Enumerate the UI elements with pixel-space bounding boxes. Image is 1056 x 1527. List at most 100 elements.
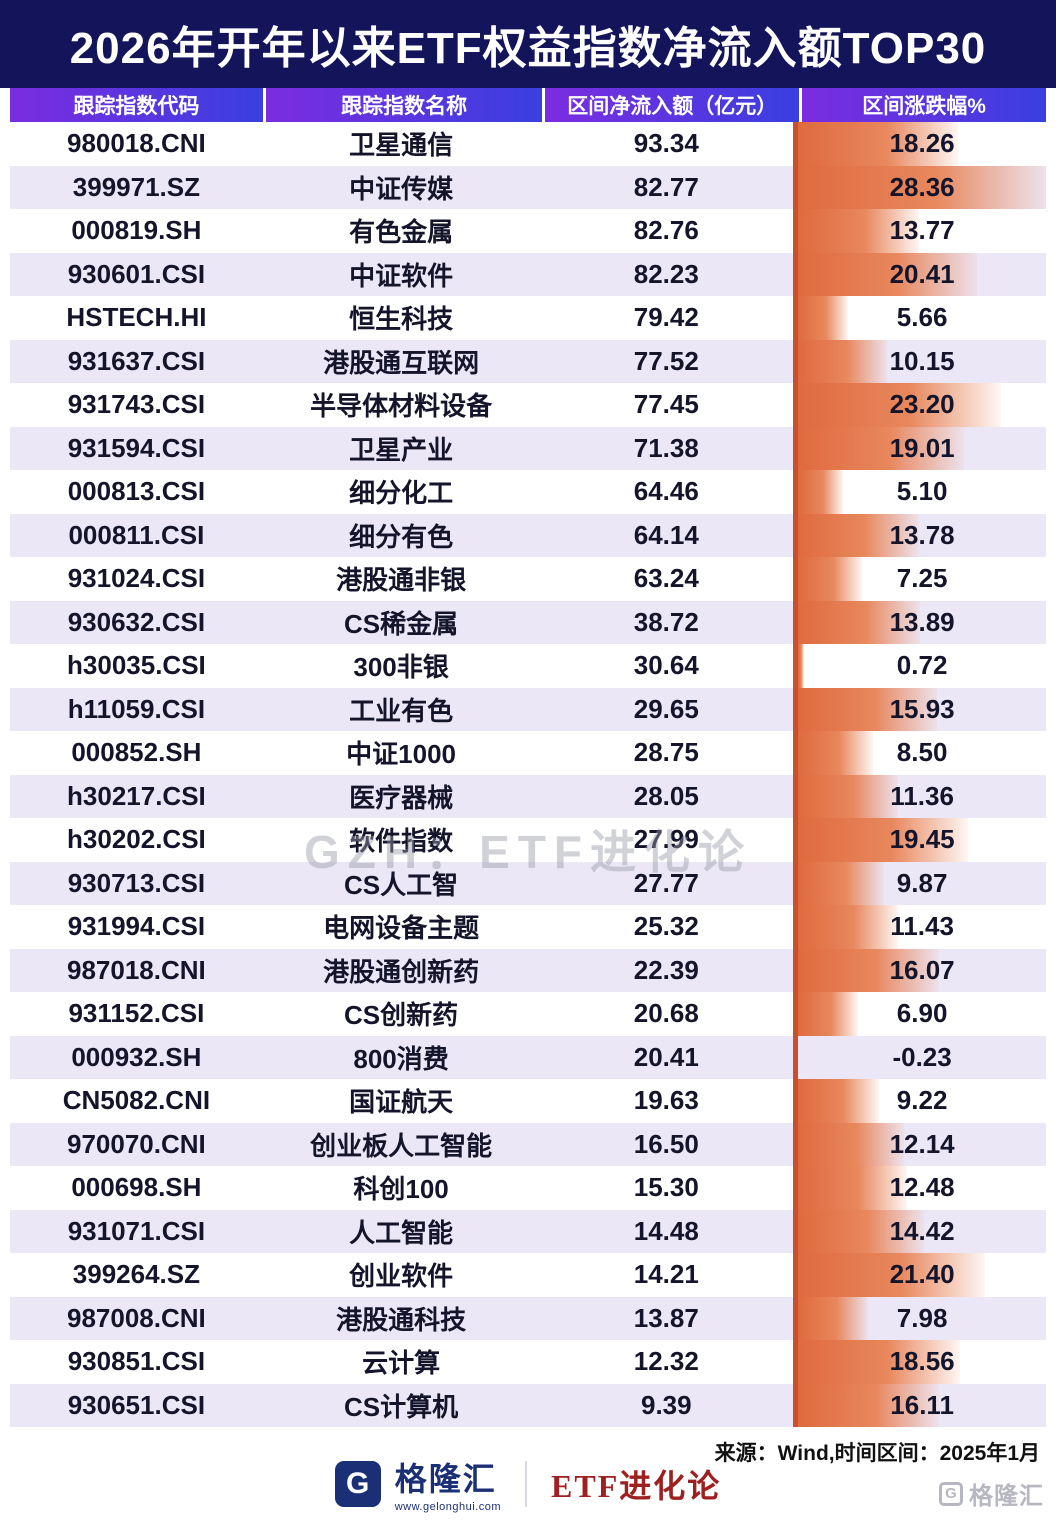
change-bar	[798, 426, 965, 470]
table-row: 931071.CSI 人工智能 14.48 14.42	[10, 1209, 1046, 1253]
cell-name: 创业板人工智能	[310, 1130, 493, 1161]
change-bar	[798, 774, 898, 818]
change-bar	[798, 818, 969, 862]
cell-change-wrap: 0.72	[793, 644, 1046, 688]
cell-name: 创业软件	[349, 1261, 454, 1292]
table-row: 399264.SZ 创业软件 14.21 21.40	[10, 1253, 1046, 1297]
change-bar	[798, 1166, 908, 1210]
cell-name: 云计算	[362, 1348, 441, 1379]
cell-change-wrap: 5.66	[793, 296, 1046, 340]
cell-name: 800消费	[353, 1043, 449, 1074]
cell-inflow: 29.65	[633, 693, 699, 724]
cell-change: -0.23	[892, 1041, 952, 1072]
cell-inflow: 93.34	[633, 128, 699, 159]
flow-table: 跟踪指数代码 跟踪指数名称 区间净流入额（亿元） 区间涨跌幅% 980018.C…	[10, 88, 1046, 1427]
table-row: 987008.CNI 港股通科技 13.87 7.98	[10, 1296, 1046, 1340]
table-row: 000819.SH 有色金属 82.76 13.77	[10, 209, 1046, 253]
cell-code: HSTECH.HI	[66, 302, 207, 333]
cell-name: 医疗器械	[349, 782, 454, 813]
table-row: h11059.CSI 工业有色 29.65 15.93	[10, 687, 1046, 731]
cell-code: h30035.CSI	[67, 650, 206, 681]
change-bar	[798, 861, 885, 905]
page-title: 2026年开年以来ETF权益指数净流入额TOP30	[0, 0, 1056, 88]
cell-inflow: 71.38	[633, 432, 699, 463]
change-bar	[798, 296, 848, 340]
cell-inflow: 14.48	[633, 1215, 699, 1246]
cell-change-wrap: 7.25	[793, 557, 1046, 601]
table-row: 930632.CSI CS稀金属 38.72 13.89	[10, 600, 1046, 644]
change-bar	[798, 948, 939, 992]
cell-change-wrap: 19.01	[793, 426, 1046, 470]
change-bar	[798, 1340, 961, 1384]
change-bar	[798, 905, 899, 949]
cell-change: 7.98	[896, 1302, 948, 1333]
cell-code: CN5082.CNI	[62, 1085, 211, 1116]
cell-change-wrap: 12.48	[793, 1166, 1046, 1210]
cell-inflow: 14.21	[633, 1259, 699, 1290]
change-bar	[798, 687, 938, 731]
change-bar	[798, 1122, 905, 1166]
cell-change-wrap: 7.98	[793, 1296, 1046, 1340]
change-bar	[798, 1253, 986, 1297]
header-code: 跟踪指数代码	[10, 88, 263, 122]
cell-inflow: 9.39	[640, 1389, 692, 1420]
table-row: 970070.CNI 创业板人工智能 16.50 12.14	[10, 1122, 1046, 1166]
cell-name: CS计算机	[344, 1391, 459, 1422]
change-bar	[798, 209, 919, 253]
source-note: 来源：Wind,时间区间：2025年1月	[714, 1442, 1040, 1465]
cell-name: 港股通科技	[336, 1304, 467, 1335]
cell-change-wrap: 21.40	[793, 1253, 1046, 1297]
table-row: 931743.CSI 半导体材料设备 77.45 23.20	[10, 383, 1046, 427]
table-header: 跟踪指数代码 跟踪指数名称 区间净流入额（亿元） 区间涨跌幅%	[10, 88, 1046, 122]
corner-brand-text: 格隆汇	[969, 1483, 1044, 1510]
cell-change-wrap: 13.89	[793, 600, 1046, 644]
cell-change: 13.77	[889, 215, 955, 246]
cell-inflow: 22.39	[633, 954, 699, 985]
cell-change-wrap: 11.36	[793, 774, 1046, 818]
cell-change: 19.01	[889, 432, 955, 463]
cell-name: CS稀金属	[344, 608, 459, 639]
change-bar	[798, 383, 1001, 427]
cell-code: h11059.CSI	[67, 693, 206, 724]
cell-change-wrap: 9.22	[793, 1079, 1046, 1123]
cell-inflow: 64.14	[633, 519, 699, 550]
cell-code: 970070.CNI	[67, 1128, 206, 1159]
table-row: 931594.CSI 卫星产业 71.38 19.01	[10, 426, 1046, 470]
change-bar	[798, 600, 920, 644]
cell-name: 恒生科技	[349, 304, 454, 335]
cell-change-wrap: 9.87	[793, 861, 1046, 905]
change-bar	[798, 1079, 879, 1123]
cell-change: 23.20	[889, 389, 955, 420]
cell-change: 6.90	[896, 998, 948, 1029]
cell-code: 000811.CSI	[68, 519, 205, 550]
cell-inflow: 16.50	[633, 1128, 699, 1159]
cell-code: 980018.CNI	[67, 128, 206, 159]
corner-logo: G 格隆汇	[939, 1476, 1044, 1511]
cell-name: 软件指数	[349, 826, 454, 857]
change-bar	[798, 252, 977, 296]
cell-change-wrap: 14.42	[793, 1209, 1046, 1253]
cell-change-wrap: 8.50	[793, 731, 1046, 775]
table-row: 931152.CSI CS创新药 20.68 6.90	[10, 992, 1046, 1036]
cell-name: 港股通非银	[336, 565, 467, 596]
cell-code: 000852.SH	[71, 737, 202, 768]
cell-inflow: 82.23	[633, 258, 699, 289]
header-change: 区间涨跌幅%	[802, 88, 1046, 122]
change-bar	[798, 1209, 925, 1253]
cell-change: 14.42	[889, 1215, 955, 1246]
cell-inflow: 25.32	[633, 911, 699, 942]
cell-inflow: 19.63	[633, 1085, 699, 1116]
cell-code: 931994.CSI	[67, 911, 206, 942]
cell-change-wrap: 6.90	[793, 992, 1046, 1036]
cell-change-wrap: 12.14	[793, 1122, 1046, 1166]
cell-code: 931594.CSI	[67, 432, 206, 463]
cell-code: 931637.CSI	[67, 345, 206, 376]
cell-change-wrap: 15.93	[793, 687, 1046, 731]
change-bar	[798, 1383, 939, 1427]
cell-change: 10.15	[889, 345, 955, 376]
table-row: 931994.CSI 电网设备主题 25.32 11.43	[10, 905, 1046, 949]
cell-change: 18.26	[889, 128, 955, 159]
header-inflow: 区间净流入额（亿元）	[545, 88, 800, 122]
cell-code: 931743.CSI	[67, 389, 206, 420]
footer-brand: G 格隆汇 www.gelonghui.com ETF进化论	[0, 1454, 1056, 1513]
